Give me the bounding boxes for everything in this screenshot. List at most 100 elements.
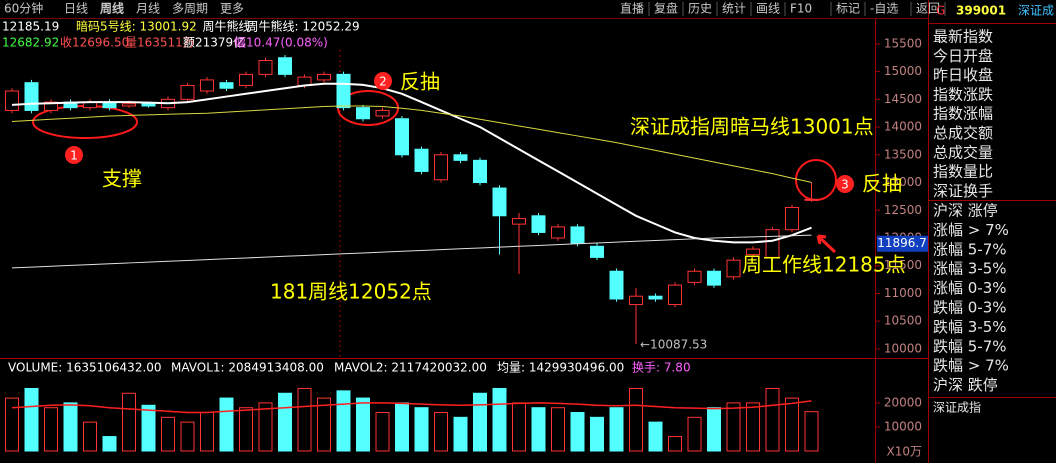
candle-body (258, 60, 273, 75)
volume-tick-label: 10000 (884, 419, 922, 433)
volume-bar (746, 402, 760, 452)
candle-body (570, 226, 585, 245)
candle-body (785, 206, 799, 231)
toolbar-button[interactable]: 返回 (916, 2, 940, 16)
volume-ma-line (11, 400, 812, 414)
volume-bar (414, 407, 429, 452)
toolbar-button[interactable]: 复盘 (654, 1, 678, 16)
candle-body (804, 198, 819, 201)
side-field: 昨日收盘 (933, 66, 993, 84)
cursor-price: 11896.7 (877, 236, 927, 250)
candle-body (726, 259, 741, 278)
y-tick-label: 14500 (884, 92, 922, 106)
volume-bar (804, 411, 819, 452)
candle-body (473, 159, 487, 184)
candle-body (492, 187, 507, 217)
volume-bar (180, 421, 195, 452)
volume-label: VOLUME: 1635106432.00 (8, 361, 162, 375)
toolbar-button[interactable]: 历史 (688, 2, 712, 16)
candle-body (141, 103, 156, 107)
toolbar-button[interactable]: 统计 (722, 2, 746, 16)
candle-body (317, 73, 331, 81)
side-breadth: 涨幅 3-5% (933, 260, 1007, 278)
volume-bar (687, 416, 702, 452)
side-field: 指数涨幅 (933, 105, 993, 123)
side-field: 指数涨跌 (933, 85, 993, 103)
indicator-label: 周牛熊线 (203, 19, 251, 34)
volume-bar (492, 387, 507, 452)
candle-body (609, 270, 624, 300)
side-field: 总成交额 (933, 124, 993, 142)
toolbar-tab[interactable]: 月线 (136, 2, 160, 16)
annotation-number: 3 (841, 178, 849, 192)
moving-average-line (11, 234, 812, 269)
side-breadth: 沪深 涨停 (933, 202, 998, 220)
moving-average-line (11, 105, 812, 183)
candle-body (746, 248, 760, 256)
candle-body (551, 226, 565, 239)
volume-bar (375, 412, 390, 452)
volume-bar (44, 407, 58, 452)
volume-bar (219, 397, 234, 452)
candle-body (629, 295, 643, 306)
toolbar-tab[interactable]: 多周期 (172, 2, 208, 16)
volume-tick-label: 20000 (884, 395, 922, 409)
annotation-badge (65, 146, 83, 164)
indicator-label: 12185.19 (2, 20, 59, 34)
candle-body (239, 73, 253, 86)
candle-body (687, 270, 702, 283)
quote-label: 12682.92 (2, 36, 59, 50)
candle-body (375, 109, 390, 117)
moving-average-line (11, 82, 812, 244)
toolbar-button[interactable]: F10 (790, 2, 812, 16)
volume-bar (5, 397, 19, 452)
volume-bar (336, 390, 351, 452)
side-breadth: 跌幅 0-3% (933, 299, 1007, 317)
volume-bar (161, 416, 175, 452)
toolbar-tab[interactable]: 60分钟 (4, 1, 43, 16)
toolbar-tab[interactable]: 周线 (100, 1, 124, 16)
y-tick-label: 11500 (884, 258, 922, 272)
volume-bar (258, 402, 273, 452)
side-field: 今日开盘 (933, 47, 993, 65)
toolbar-button[interactable]: 标记 (836, 2, 860, 16)
cursor-price-box (877, 235, 928, 252)
y-tick-label: 14000 (884, 120, 922, 134)
annotation-badge (836, 175, 854, 193)
toolbar-button[interactable]: -自选 (870, 2, 898, 16)
volume-bar (512, 402, 526, 452)
quote-label: 额21379亿 (183, 35, 245, 50)
candle-body (336, 73, 351, 109)
side-flag: G (936, 4, 945, 18)
low-label: ←10087.53 (640, 338, 707, 352)
side-breadth: 涨幅 > 7% (933, 221, 1009, 239)
volume-bar (102, 436, 117, 452)
indicator-label: 周牛熊线: 12052.29 (247, 19, 360, 34)
toolbar-button[interactable]: 画线 (756, 2, 780, 16)
volume-bar (629, 387, 643, 452)
toolbar-tab[interactable]: 日线 (64, 2, 88, 16)
candle-body (219, 82, 234, 89)
candle-body (24, 82, 39, 111)
quote-label: 收12696.50 (60, 36, 129, 50)
volume-label: 换手: 7.80 (632, 361, 691, 375)
candle-body (434, 154, 448, 181)
annotation-arrow (816, 234, 837, 254)
volume-bar (590, 416, 604, 452)
volume-bar (24, 387, 39, 452)
annotation: 181周线12052点 (270, 280, 432, 304)
toolbar-button[interactable]: 直播 (620, 2, 644, 16)
annotation: 周工作线12185点 (742, 253, 906, 277)
volume-bar (434, 412, 448, 452)
side-name: 深证成 (1018, 4, 1054, 18)
side-breadth: 涨幅 5-7% (933, 240, 1007, 258)
volume-bar (707, 407, 721, 452)
toolbar-tab[interactable]: 更多 (220, 2, 244, 16)
candle-body (707, 270, 721, 286)
y-tick-label: 10500 (884, 314, 922, 328)
side-footer: 深证成指 (933, 400, 981, 415)
annotation: 反抽 (400, 70, 440, 94)
side-field: 最新指数 (933, 28, 993, 46)
y-tick-label: 13500 (884, 147, 922, 161)
